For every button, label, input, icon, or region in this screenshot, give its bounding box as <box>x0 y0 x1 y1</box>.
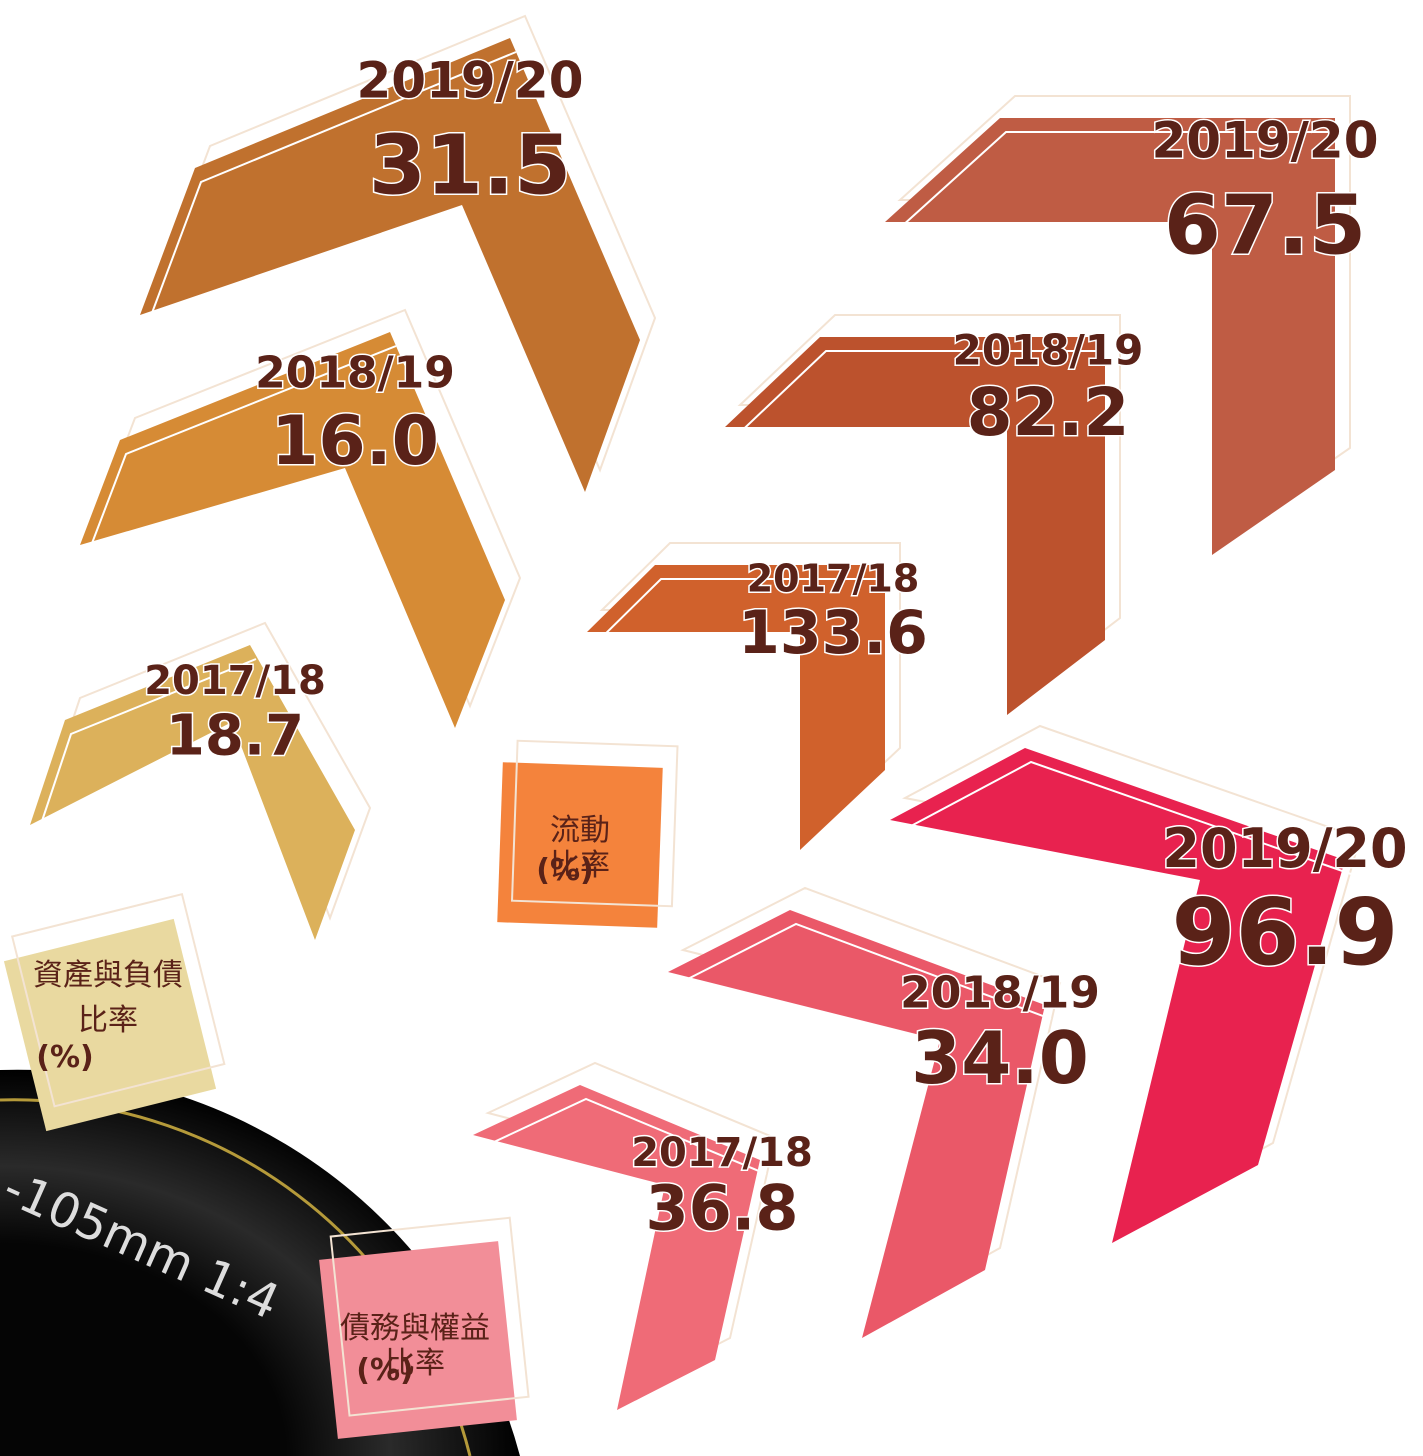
period-label: 2017/18 <box>144 658 326 704</box>
value-label: 82.2 <box>967 374 1130 451</box>
label-box-outline <box>10 892 226 1108</box>
value-label: 18.7 <box>166 704 304 769</box>
chevron <box>587 565 885 850</box>
period-label: 2018/19 <box>255 347 455 398</box>
period-label: 2019/20 <box>356 52 583 110</box>
chevron-line <box>592 578 891 647</box>
value-label: 31.5 <box>369 119 571 214</box>
chevron <box>890 748 1345 1243</box>
period-label: 2017/18 <box>747 556 920 600</box>
group-title: 資產與負債 <box>33 958 183 993</box>
group-title: 流動 <box>550 813 610 848</box>
chevron-line <box>35 658 257 840</box>
period-label: 2017/18 <box>631 1130 813 1176</box>
label-box <box>319 1216 530 1439</box>
period-label: 2019/20 <box>1162 817 1407 880</box>
group-unit: (%) <box>356 1353 413 1388</box>
chevron-line <box>730 350 1111 442</box>
group-title: 比率 <box>385 1346 445 1381</box>
label-box-outline <box>329 1216 530 1417</box>
chevron-line <box>145 51 517 330</box>
value-label: 16.0 <box>271 402 439 481</box>
chevron <box>885 118 1335 555</box>
group-unit: (%) <box>536 853 593 888</box>
label-box <box>3 892 226 1132</box>
chevron <box>668 910 1045 1338</box>
label-box-bg <box>319 1241 517 1439</box>
group-title: 債務與權益 <box>340 1311 490 1346</box>
chevron-line <box>895 760 1352 875</box>
chevron-line <box>478 1097 767 1175</box>
chevron-line <box>890 131 1341 237</box>
value-label: 133.6 <box>738 598 928 668</box>
chevron <box>140 38 640 492</box>
value-label: 96.9 <box>1172 879 1399 986</box>
chevron <box>473 1085 760 1410</box>
value-label: 36.8 <box>646 1172 799 1245</box>
chevron-line <box>673 922 1052 1020</box>
group-title: 比率 <box>78 1003 138 1038</box>
chevron <box>725 337 1105 715</box>
value-label: 67.5 <box>1164 179 1366 274</box>
label-box-bg <box>497 762 663 928</box>
period-label: 2019/20 <box>1151 112 1378 170</box>
chevron <box>80 332 505 728</box>
label-box <box>497 739 679 928</box>
period-label: 2018/19 <box>953 326 1144 375</box>
period-label: 2018/19 <box>900 967 1100 1018</box>
label-box-outline <box>510 739 679 908</box>
group-title: 比率 <box>550 848 610 883</box>
label-box-bg <box>3 918 217 1132</box>
value-label: 34.0 <box>911 1016 1089 1100</box>
group-unit: (%) <box>36 1040 93 1075</box>
chevron-line <box>85 345 397 560</box>
